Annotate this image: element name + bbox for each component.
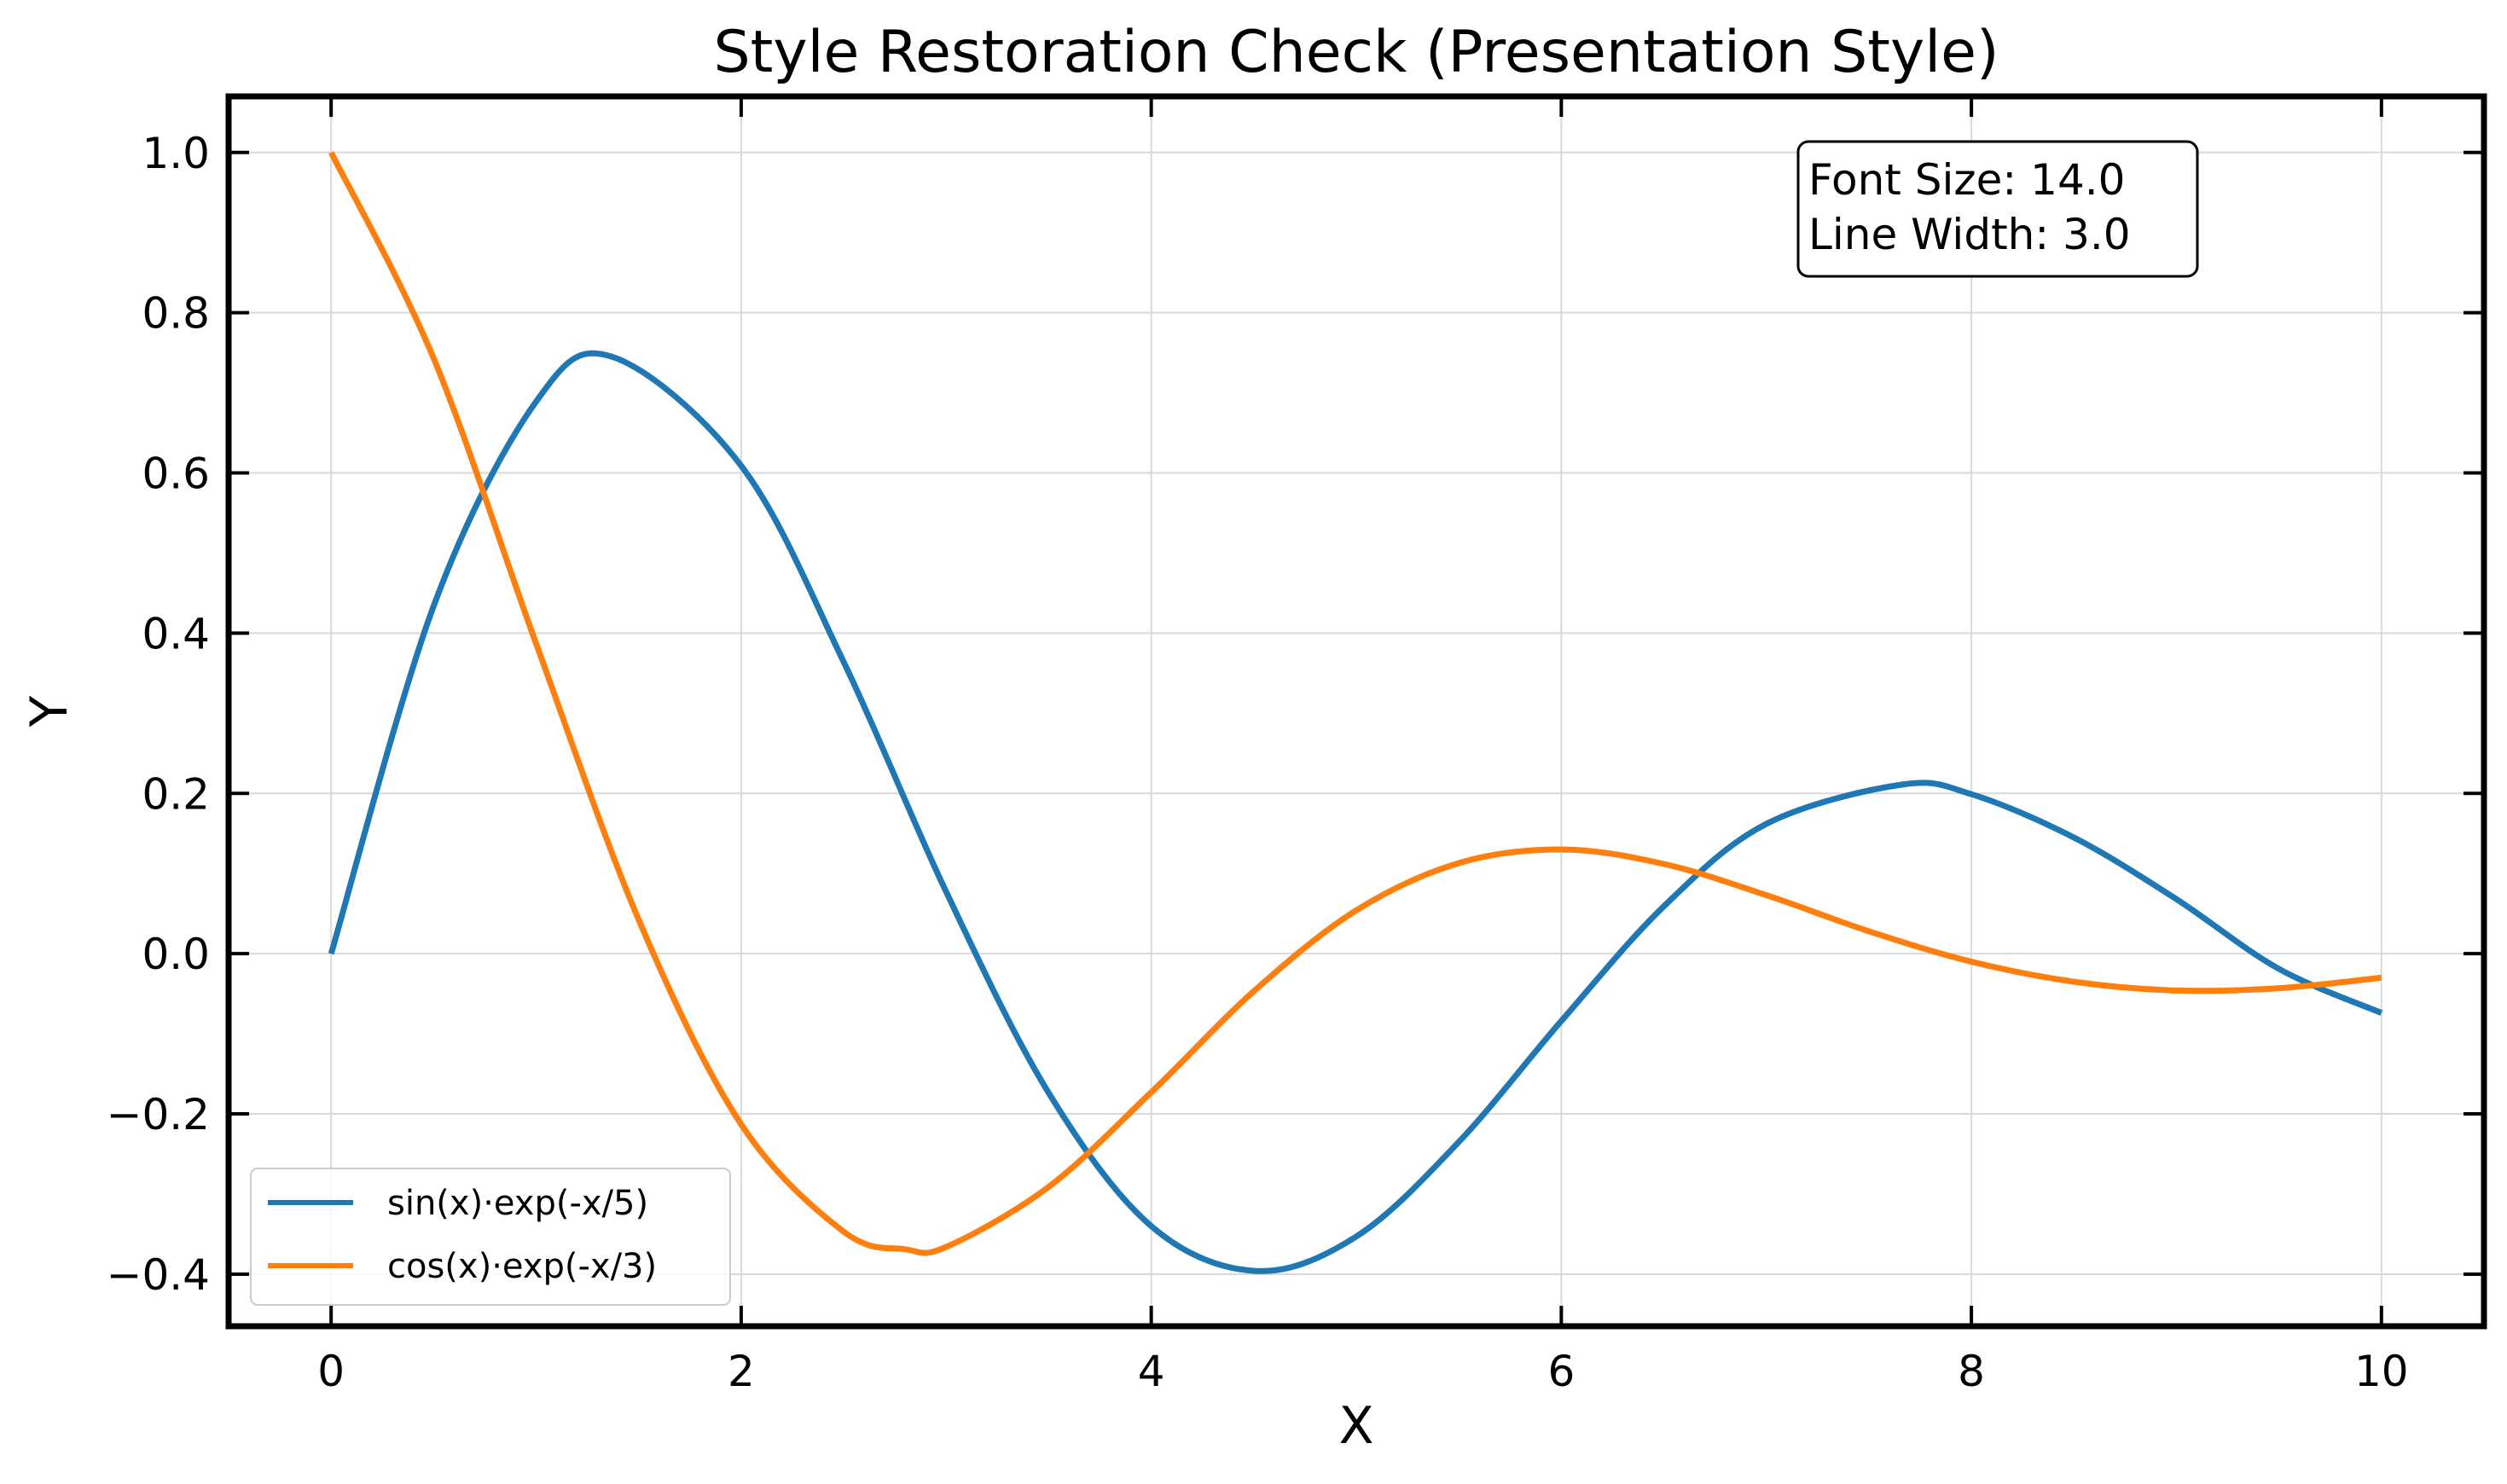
series-line-0 [328, 350, 2383, 1274]
x-tick-labels: 0 2 4 6 8 10 [317, 1347, 2408, 1396]
chart-title: Style Restoration Check (Presentation St… [714, 19, 1999, 86]
plot-lines [328, 151, 2383, 1274]
x-tick-label: 0 [317, 1347, 345, 1396]
legend-frame [250, 1168, 731, 1306]
y-tick-label: −0.2 [107, 1090, 210, 1139]
y-axis-title: Y [20, 695, 79, 728]
legend-label-cos: cos(x)·exp(-x/3) [387, 1247, 657, 1286]
font-size-annotation: Font Size: 14.0 [1808, 155, 2125, 205]
y-tick-label: 0.0 [142, 930, 210, 979]
y-tick-label: 0.8 [142, 289, 210, 339]
y-tick-labels: −0.4 −0.2 0.0 0.2 0.4 0.6 0.8 1.0 [107, 129, 210, 1300]
info-box-frame [1796, 140, 2199, 278]
x-tick-label: 8 [1958, 1347, 1985, 1396]
series-line-1 [328, 151, 2382, 1256]
y-tick-label: 0.6 [142, 449, 210, 499]
y-tick-label: 0.4 [142, 609, 210, 658]
legend: sin(x)·exp(-x/5) cos(x)·exp(-x/3) [250, 1168, 731, 1306]
info-annotation-box: Font Size: 14.0 Line Width: 3.0 [1796, 140, 2199, 278]
grid-lines [229, 96, 2484, 1326]
y-tick-label: 1.0 [142, 129, 210, 178]
y-tick-label: −0.4 [107, 1250, 210, 1300]
x-axis-title: X [1338, 1396, 1373, 1456]
legend-label-sin: sin(x)·exp(-x/5) [387, 1184, 648, 1223]
x-tick-label: 4 [1138, 1347, 1165, 1396]
plot-frame [225, 93, 2487, 1330]
x-tick-label: 2 [728, 1347, 755, 1396]
x-tick-label: 10 [2354, 1347, 2409, 1396]
x-tick-label: 6 [1547, 1347, 1575, 1396]
line-width-annotation: Line Width: 3.0 [1808, 210, 2131, 259]
axis-ticks [229, 96, 2484, 1326]
y-tick-label: 0.2 [142, 769, 210, 819]
